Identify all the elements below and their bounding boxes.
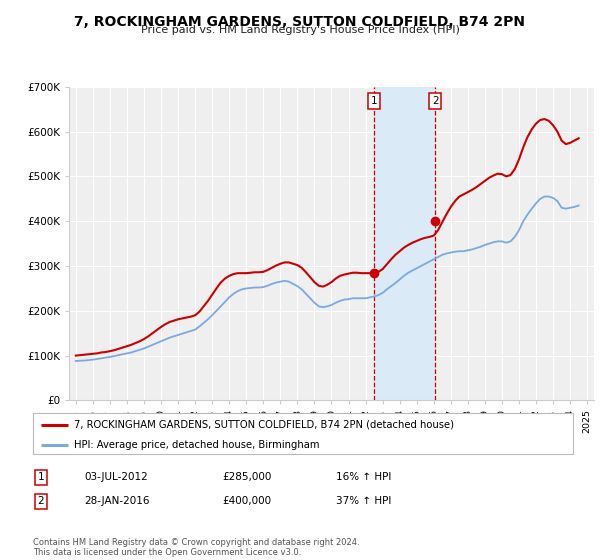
Text: 28-JAN-2016: 28-JAN-2016 <box>84 496 149 506</box>
Text: Contains HM Land Registry data © Crown copyright and database right 2024.
This d: Contains HM Land Registry data © Crown c… <box>33 538 359 557</box>
Text: £285,000: £285,000 <box>222 472 271 482</box>
Text: 37% ↑ HPI: 37% ↑ HPI <box>336 496 391 506</box>
Text: 7, ROCKINGHAM GARDENS, SUTTON COLDFIELD, B74 2PN (detached house): 7, ROCKINGHAM GARDENS, SUTTON COLDFIELD,… <box>74 419 454 430</box>
Text: 03-JUL-2012: 03-JUL-2012 <box>84 472 148 482</box>
Text: 7, ROCKINGHAM GARDENS, SUTTON COLDFIELD, B74 2PN: 7, ROCKINGHAM GARDENS, SUTTON COLDFIELD,… <box>74 15 526 29</box>
Text: 1: 1 <box>371 96 377 106</box>
Text: 16% ↑ HPI: 16% ↑ HPI <box>336 472 391 482</box>
Bar <box>374 87 435 400</box>
Text: 1: 1 <box>37 472 44 482</box>
Text: 2: 2 <box>432 96 439 106</box>
Text: Price paid vs. HM Land Registry's House Price Index (HPI): Price paid vs. HM Land Registry's House … <box>140 25 460 35</box>
Text: HPI: Average price, detached house, Birmingham: HPI: Average price, detached house, Birm… <box>74 440 319 450</box>
Text: 2: 2 <box>37 496 44 506</box>
Text: £400,000: £400,000 <box>222 496 271 506</box>
